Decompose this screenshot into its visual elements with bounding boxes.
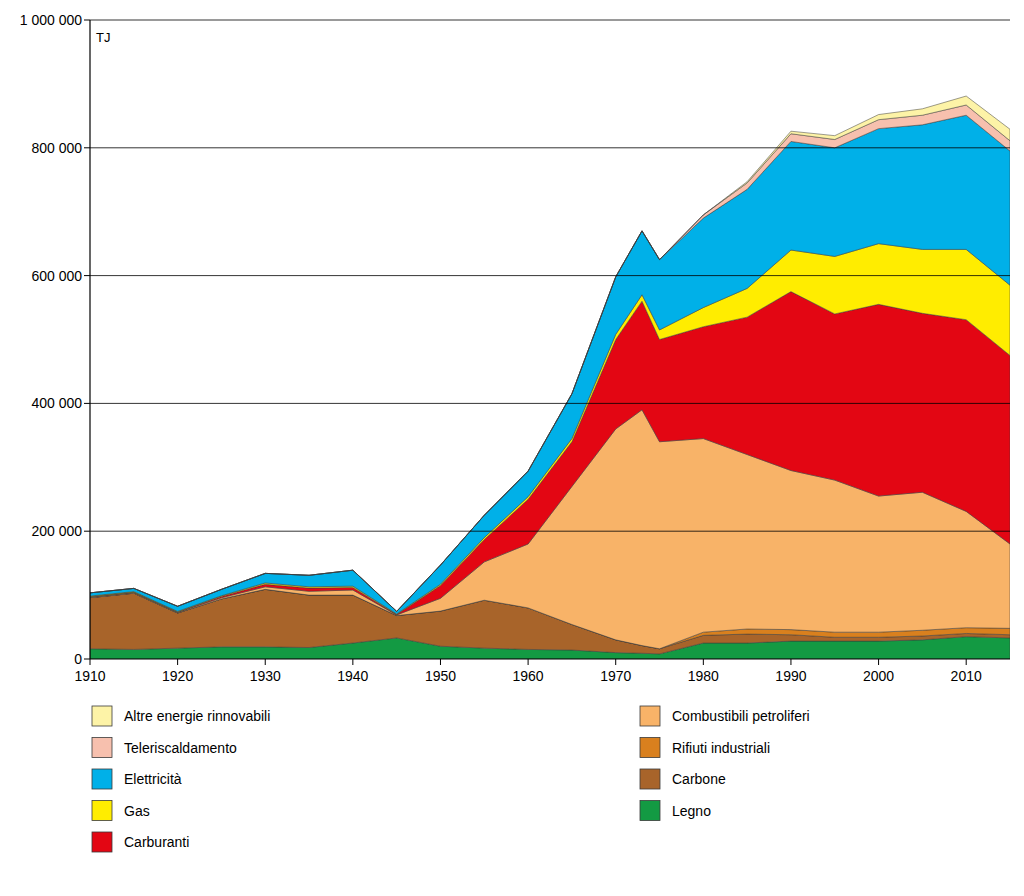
y-tick-label: 400 000 xyxy=(31,395,82,411)
legend-label: Rifiuti industriali xyxy=(672,740,770,756)
legend-label: Carburanti xyxy=(124,834,189,850)
grid-line xyxy=(90,531,1010,532)
legend-label: Legno xyxy=(672,803,711,819)
x-tick-label: 1950 xyxy=(425,668,456,684)
y-tick-label: 800 000 xyxy=(31,140,82,156)
x-tick xyxy=(90,659,91,665)
x-tick xyxy=(878,659,879,665)
grid-line xyxy=(90,20,1010,21)
area xyxy=(90,244,1010,615)
legend-swatch xyxy=(92,832,112,852)
x-tick xyxy=(352,659,353,665)
grid-line xyxy=(90,275,1010,276)
y-tick xyxy=(84,147,90,148)
x-tick xyxy=(265,659,266,665)
chart: 0 200 000 400 000 600 000 800 000 1 000 000 19… xyxy=(0,0,1024,896)
legend-label: Gas xyxy=(124,803,150,819)
x-tick-label: 1990 xyxy=(775,668,806,684)
y-tick-label: 0 xyxy=(74,651,82,667)
legend-swatch xyxy=(92,738,112,758)
y-tick-label: 1 000 000 xyxy=(20,12,82,28)
y-tick xyxy=(84,275,90,276)
grid-line xyxy=(90,403,1010,404)
area xyxy=(90,96,1010,611)
x-tick-label: 1970 xyxy=(600,668,631,684)
legend-label: Teleriscaldamento xyxy=(124,740,237,756)
legend: Altre energie rinnovabili Teleriscaldamen… xyxy=(92,706,810,852)
x-tick-label: 1980 xyxy=(688,668,719,684)
x-tick-label: 1930 xyxy=(250,668,281,684)
y-tick-label: 600 000 xyxy=(31,268,82,284)
areas xyxy=(90,96,1010,659)
x-tick xyxy=(966,659,967,665)
area xyxy=(90,115,1010,614)
legend-swatch xyxy=(640,738,660,758)
axes: 0 200 000 400 000 600 000 800 000 1 000 000 19… xyxy=(20,12,1010,684)
y-tick xyxy=(84,659,90,660)
x-tick xyxy=(703,659,704,665)
x-tick-label: 1910 xyxy=(74,668,105,684)
x-tick-label: 1940 xyxy=(337,668,368,684)
legend-label: Elettricità xyxy=(124,771,182,787)
y-tick xyxy=(84,403,90,404)
x-tick xyxy=(177,659,178,665)
y-tick xyxy=(84,20,90,21)
legend-swatch xyxy=(640,706,660,726)
legend-swatch xyxy=(92,801,112,821)
x-tick xyxy=(528,659,529,665)
x-tick-label: 2010 xyxy=(951,668,982,684)
x-tick xyxy=(790,659,791,665)
area xyxy=(90,105,1010,611)
x-tick-label: 2000 xyxy=(863,668,894,684)
x-tick-label: 1920 xyxy=(162,668,193,684)
y-tick-label: 200 000 xyxy=(31,523,82,539)
grid-line xyxy=(90,147,1010,148)
legend-swatch xyxy=(640,801,660,821)
y-axis xyxy=(89,20,90,659)
y-axis-label: TJ xyxy=(96,30,110,45)
legend-swatch xyxy=(640,769,660,789)
x-tick xyxy=(440,659,441,665)
y-tick xyxy=(84,531,90,532)
legend-label: Carbone xyxy=(672,771,726,787)
legend-label: Combustibili petroliferi xyxy=(672,708,810,724)
legend-swatch xyxy=(92,706,112,726)
x-tick-label: 1960 xyxy=(513,668,544,684)
x-tick xyxy=(615,659,616,665)
legend-label: Altre energie rinnovabili xyxy=(124,708,270,724)
legend-swatch xyxy=(92,769,112,789)
x-axis xyxy=(90,658,1010,659)
